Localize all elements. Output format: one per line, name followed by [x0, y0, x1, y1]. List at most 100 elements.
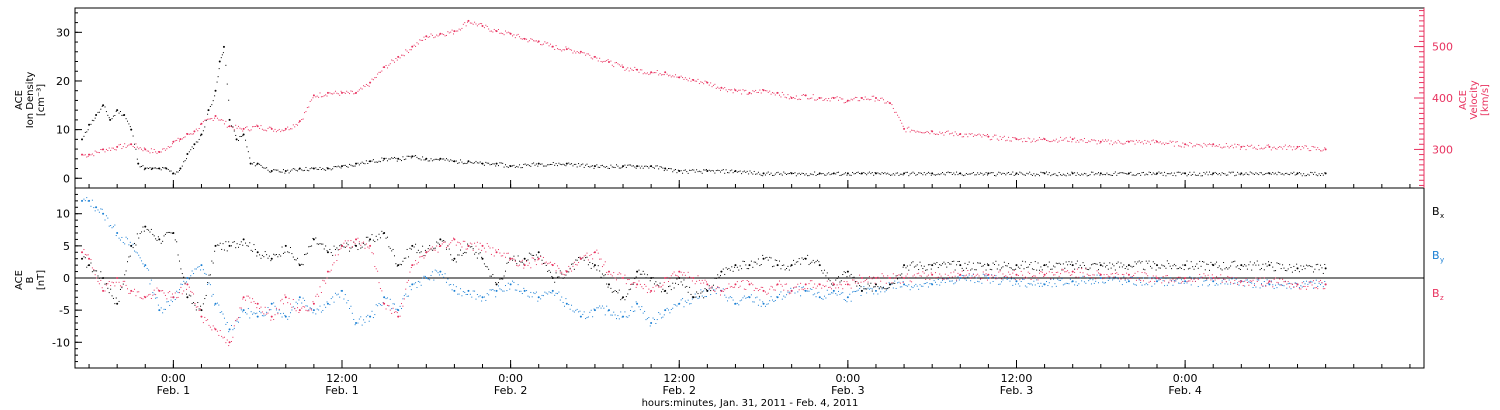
data-dot: [1223, 278, 1225, 280]
data-dot: [1294, 269, 1296, 271]
data-dot: [669, 74, 671, 76]
data-dot: [1107, 279, 1109, 281]
data-dot: [783, 171, 785, 173]
data-dot: [1320, 284, 1322, 286]
data-dot: [309, 307, 311, 309]
data-dot: [381, 304, 383, 306]
data-dot: [852, 277, 854, 279]
data-dot: [1095, 263, 1097, 265]
data-dot: [1263, 280, 1265, 282]
data-dot: [365, 243, 367, 245]
data-point: [270, 169, 273, 172]
data-dot: [967, 264, 969, 266]
data-dot: [1294, 174, 1296, 176]
data-dot: [712, 284, 714, 286]
data-dot: [1190, 284, 1192, 286]
data-dot: [1048, 172, 1050, 174]
data-dot: [493, 28, 495, 30]
data-dot: [868, 99, 870, 101]
data-dot: [521, 261, 523, 263]
data-dot: [273, 130, 275, 132]
data-dot: [977, 262, 979, 264]
data-dot: [1289, 282, 1291, 284]
data-dot: [506, 290, 508, 292]
data-dot: [682, 298, 684, 300]
data-point: [179, 167, 182, 170]
data-dot: [233, 130, 235, 132]
data-dot: [436, 245, 438, 247]
data-dot: [295, 301, 297, 303]
data-dot: [97, 209, 99, 211]
data-dot: [87, 264, 89, 266]
data-dot: [1144, 269, 1146, 271]
data-dot: [1117, 273, 1119, 275]
data-dot: [368, 160, 370, 162]
data-point: [102, 104, 105, 107]
data-dot: [1082, 174, 1084, 176]
data-dot: [1311, 145, 1313, 147]
data-dot: [860, 281, 862, 283]
data-dot: [1131, 140, 1133, 142]
data-dot: [391, 59, 393, 61]
data-dot: [367, 314, 369, 316]
data-dot: [797, 291, 799, 293]
data-dot: [1199, 277, 1201, 279]
data-dot: [267, 257, 269, 259]
data-dot: [564, 277, 566, 279]
data-dot: [884, 172, 886, 174]
data-dot: [1147, 262, 1149, 264]
data-dot: [984, 274, 986, 276]
data-dot: [419, 158, 421, 160]
data-dot: [1033, 275, 1035, 277]
data-dot: [282, 252, 284, 254]
data-dot: [264, 251, 266, 253]
data-dot: [1040, 271, 1042, 273]
data-dot: [393, 311, 395, 313]
data-dot: [1092, 263, 1094, 265]
data-dot: [1067, 264, 1069, 266]
data-dot: [1235, 277, 1237, 279]
data-dot: [1092, 139, 1094, 141]
data-dot: [842, 288, 844, 290]
data-dot: [1141, 284, 1143, 286]
data-point: [846, 172, 849, 175]
data-dot: [261, 128, 263, 130]
data-dot: [83, 198, 85, 200]
data-point: [636, 283, 639, 286]
data-dot: [970, 277, 972, 279]
data-dot: [1117, 261, 1119, 263]
data-dot: [1252, 287, 1254, 289]
data-dot: [739, 170, 741, 172]
data-dot: [1071, 274, 1073, 276]
data-dot: [601, 164, 603, 166]
data-dot: [379, 161, 381, 163]
data-dot: [956, 264, 958, 266]
data-dot: [610, 164, 612, 166]
data-dot: [444, 273, 446, 275]
data-dot: [971, 277, 973, 279]
data-dot: [565, 270, 567, 272]
data-dot: [333, 262, 335, 264]
data-dot: [472, 248, 474, 250]
data-dot: [349, 163, 351, 165]
data-dot: [714, 289, 716, 291]
data-dot: [457, 162, 459, 164]
data-dot: [391, 308, 393, 310]
data-point: [369, 81, 372, 84]
data-dot: [646, 292, 648, 294]
data-dot: [326, 167, 328, 169]
data-dot: [1253, 284, 1255, 286]
data-dot: [506, 252, 508, 254]
data-dot: [1234, 282, 1236, 284]
data-dot: [288, 172, 290, 174]
data-dot: [1258, 264, 1260, 266]
data-dot: [1054, 140, 1056, 142]
data-dot: [1054, 266, 1056, 268]
data-dot: [916, 130, 918, 132]
data-dot: [968, 133, 970, 135]
data-dot: [558, 267, 560, 269]
data-point: [1099, 264, 1102, 267]
data-dot: [1286, 287, 1288, 289]
data-dot: [795, 95, 797, 97]
data-dot: [1034, 141, 1036, 143]
